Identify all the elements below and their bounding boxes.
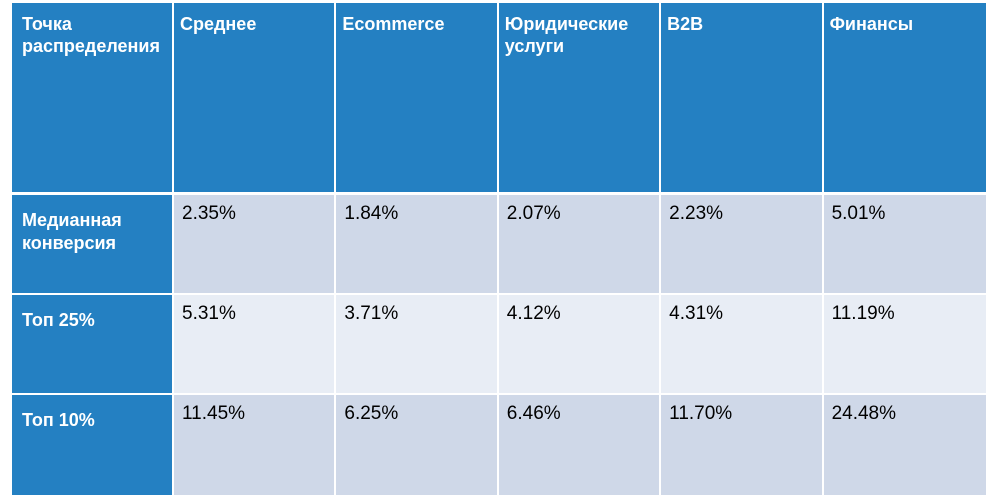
cell-top10-ecommerce: 6.25% xyxy=(336,395,499,495)
cell-median-finance: 5.01% xyxy=(823,195,986,295)
header-legal-services: Юридические услуги xyxy=(498,3,662,195)
table-row-median: Медианная конверсия 2.35% 1.84% 2.07% 2.… xyxy=(12,195,986,295)
table-row-top25: Топ 25% 5.31% 3.71% 4.12% 4.31% 11.19% xyxy=(12,295,986,395)
table-header-row: Точка распределения Среднее Ecommerce Юр… xyxy=(12,3,986,195)
header-corner: Точка распределения xyxy=(12,3,174,195)
cell-top25-legal: 4.12% xyxy=(498,295,662,395)
cell-top10-b2b: 11.70% xyxy=(661,395,824,495)
cell-top25-ecommerce: 3.71% xyxy=(336,295,499,395)
cell-top25-b2b: 4.31% xyxy=(661,295,824,395)
header-ecommerce: Ecommerce xyxy=(336,3,499,195)
cell-median-ecommerce: 1.84% xyxy=(336,195,499,295)
conversion-table-container: Точка распределения Среднее Ecommerce Юр… xyxy=(12,3,986,495)
header-average: Среднее xyxy=(174,3,337,195)
conversion-table: Точка распределения Среднее Ecommerce Юр… xyxy=(12,3,986,495)
cell-top10-legal: 6.46% xyxy=(498,395,662,495)
header-finance: Финансы xyxy=(823,3,986,195)
cell-top10-finance: 24.48% xyxy=(823,395,986,495)
row-label-top25: Топ 25% xyxy=(12,295,174,395)
row-label-median: Медианная конверсия xyxy=(12,195,174,295)
cell-top25-finance: 11.19% xyxy=(823,295,986,395)
row-label-top10: Топ 10% xyxy=(12,395,174,495)
table-row-top10: Топ 10% 11.45% 6.25% 6.46% 11.70% 24.48% xyxy=(12,395,986,495)
header-b2b: B2B xyxy=(661,3,824,195)
cell-median-legal: 2.07% xyxy=(498,195,662,295)
cell-top25-average: 5.31% xyxy=(174,295,337,395)
cell-median-average: 2.35% xyxy=(174,195,337,295)
cell-median-b2b: 2.23% xyxy=(661,195,824,295)
cell-top10-average: 11.45% xyxy=(174,395,337,495)
